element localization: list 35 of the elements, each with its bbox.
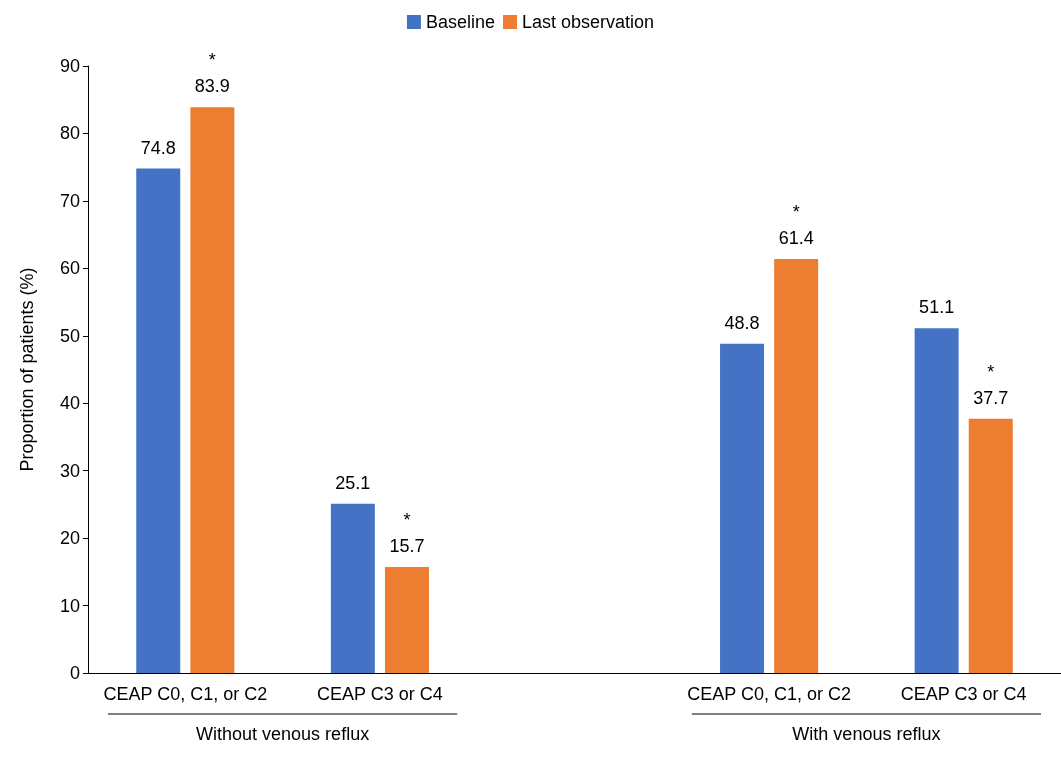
y-tick-label: 50 [59,325,80,346]
x-tick-label: CEAP C0, C1, or C2 [687,684,851,704]
bar [330,503,375,673]
y-tick-label: 60 [59,258,80,279]
y-tick-label: 40 [59,393,80,414]
bar [968,418,1013,673]
bar [384,567,429,673]
data-label: 51.1 [919,297,955,318]
x-tick-label: CEAP C0, C1, or C2 [103,684,268,704]
y-axis-title: Proportion of patients (%) [17,267,37,472]
y-tick-label: 10 [59,595,80,616]
bar [136,168,181,673]
y-tick-label: 0 [69,663,80,683]
x-tick-label: CEAP C3 or C4 [900,684,1027,704]
bar [720,343,765,673]
data-label: * 83.9 [194,50,230,97]
legend-label: Baseline [425,12,495,32]
data-label: 48.8 [724,312,760,333]
legend-label: Last observation [521,12,655,32]
data-label: * 15.7 [389,510,425,557]
y-tick-label: 30 [59,460,80,481]
data-label: * 37.7 [973,361,1009,408]
bar [190,107,235,673]
y-tick-label: 20 [59,528,80,549]
y-tick-label: 90 [59,56,80,76]
bar [914,328,959,673]
text: With venous reflux [792,724,941,744]
y-tick-label: 80 [59,123,80,144]
data-label: 25.1 [335,472,371,493]
data-label: * 61.4 [778,201,814,248]
data-label: 74.8 [140,137,176,158]
y-tick-label: 70 [59,190,80,211]
bar [774,258,819,673]
text: Without venous reflux [196,724,370,744]
x-tick-label: CEAP C3 or C4 [317,684,443,704]
